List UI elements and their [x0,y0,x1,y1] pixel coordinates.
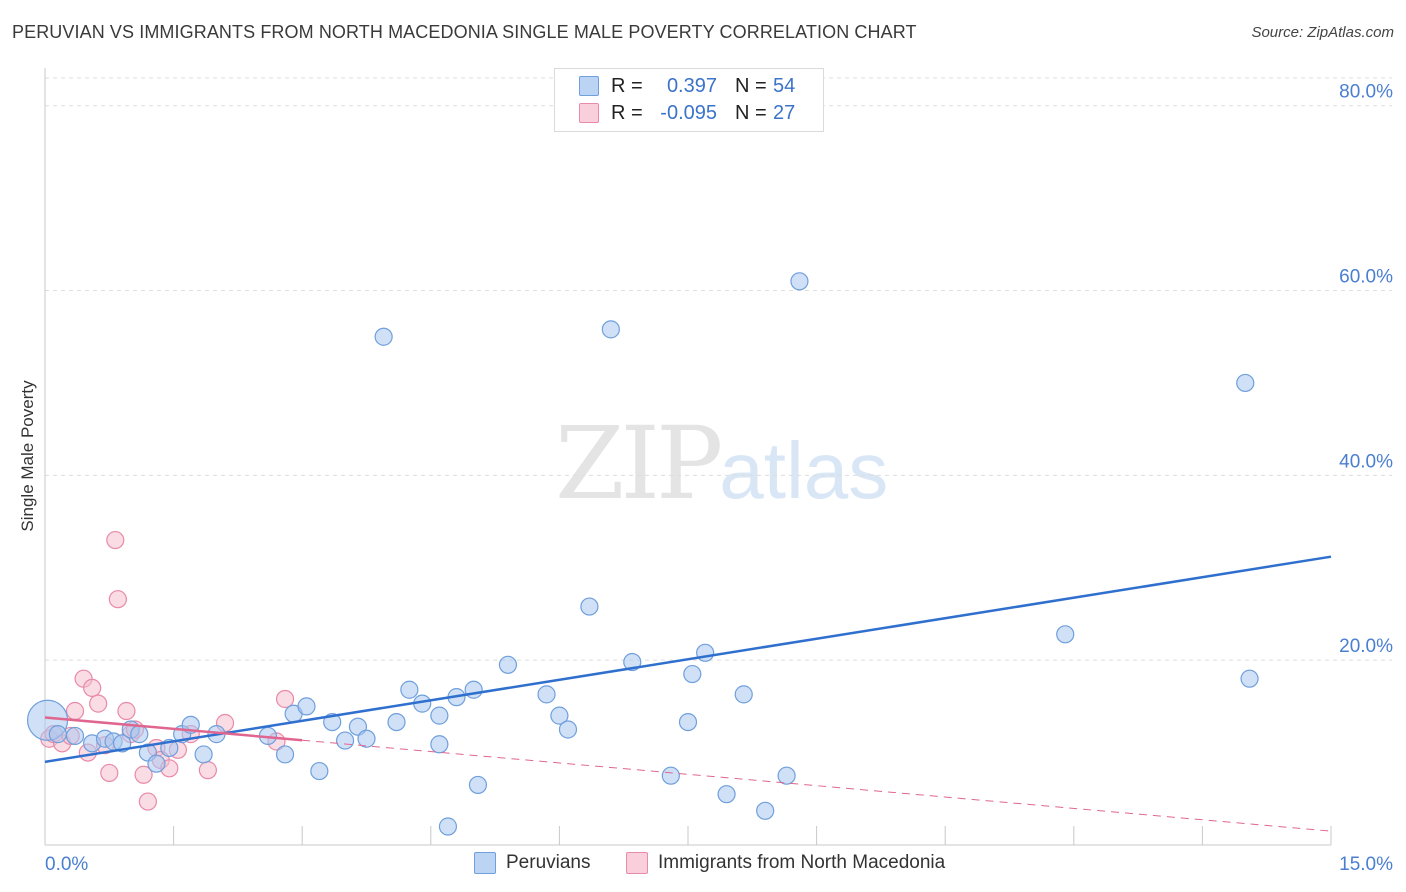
chart-title: PERUVIAN VS IMMIGRANTS FROM NORTH MACEDO… [12,22,917,42]
peruvian-point [194,745,213,764]
peruvian-point [468,775,488,795]
peruvian-point [537,685,556,704]
peruvian-point [147,754,166,773]
peruvian-point [683,664,702,684]
peruvian-point [734,685,753,704]
legend-label-macedonia: Immigrants from North Macedonia [658,852,946,873]
peruvian-point [374,327,393,346]
peruvian-point [130,725,149,744]
watermark: ZIPatlas [555,405,888,522]
peruvian-point [498,655,518,674]
legend-r-label: R = [611,101,643,124]
y-tick-label: 80.0% [1339,82,1393,103]
peruvian-trend-line [44,555,1332,764]
peruvian-point [1240,669,1259,688]
macedonia-point [138,792,157,811]
macedonia-point [100,763,119,783]
peruvian-point [678,712,698,732]
macedonia-point [106,530,125,550]
peruvian-point [601,320,620,339]
legend-swatch-pink [579,103,599,123]
peruvian-point [1056,625,1075,644]
y-tick-label: 60.0% [1339,267,1393,288]
watermark-zip: ZIP [555,405,723,522]
peruvian-point [696,643,715,662]
legend-swatch-pink [626,852,648,874]
peruvian-point [661,766,680,785]
macedonia-point [117,701,136,721]
peruvian-point [387,712,406,732]
peruvian-point [464,680,483,699]
peruvian-point [580,597,599,616]
peruvian-point [438,817,458,836]
legend-row-peruvians: R = 0.397 N = 54 [579,73,795,99]
series-legend: Peruvians Immigrants from North Macedoni… [0,852,1406,878]
peruvian-point [430,706,449,725]
legend-r-value: 0.397 [666,74,717,97]
peruvian-point [756,801,775,820]
macedonia-point [198,761,217,780]
legend-swatch-blue [474,852,496,874]
peruvian-point [790,272,809,291]
legend-n-value: 27 [773,101,796,124]
macedonia-point [83,678,102,698]
macedonia-point [65,701,85,721]
macedonia-point [275,689,295,709]
x-tick-label: 0.0% [45,854,88,875]
legend-item-macedonia[interactable]: Immigrants from North Macedonia [626,852,945,874]
correlation-legend: R = 0.397 N = 54 R = -0.095 N = 27 [554,68,824,132]
y-tick-label: 20.0% [1339,636,1393,657]
peruvian-point [65,726,85,746]
peruvian-point [550,706,569,725]
legend-n-label: N = [735,101,767,124]
peruvian-point [430,735,449,754]
legend-row-macedonia: R = -0.095 N = 27 [579,100,795,126]
y-tick-label: 40.0% [1339,451,1393,472]
macedonia-point [134,765,153,784]
peruvian-point [335,731,355,750]
macedonia-point [108,590,127,609]
peruvian-point [558,720,578,739]
peruvian-point [357,729,376,748]
peruvian-point [275,745,295,764]
macedonia-point [89,694,108,713]
watermark-atlas: atlas [719,426,889,515]
legend-r-label: R = [611,74,643,97]
peruvian-point [297,697,316,716]
peruvian-point [48,725,67,744]
peruvian-point [777,766,796,785]
legend-n-value: 54 [773,74,796,97]
x-tick-label: 15.0% [1339,854,1393,875]
peruvian-point [310,761,329,781]
macedonia-trend-line [44,716,303,742]
source-credit: Source: ZipAtlas.com [1251,24,1394,41]
legend-n-label: N = [735,74,767,97]
peruvian-point [717,785,736,804]
legend-swatch-blue [579,76,599,96]
peruvian-point [400,680,419,699]
legend-label-peruvians: Peruvians [506,852,591,873]
legend-r-value: -0.095 [660,101,717,124]
legend-item-peruvians[interactable]: Peruvians [474,852,591,874]
macedonia-trend-line-dashed [302,739,1332,832]
peruvian-point [1236,373,1255,393]
